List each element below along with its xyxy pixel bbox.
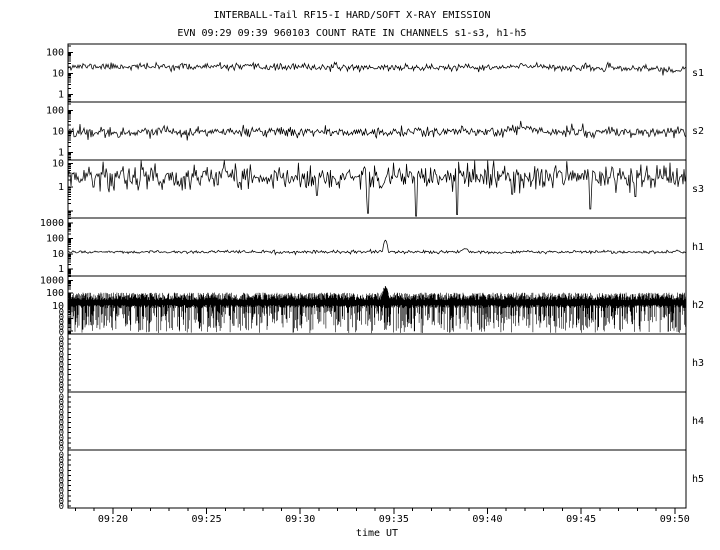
y-tick-zero: 0 bbox=[59, 323, 64, 333]
y-tick-zero: 0 bbox=[59, 482, 64, 492]
y-tick-zero: 0 bbox=[59, 350, 64, 360]
y-tick-label: 1 bbox=[58, 264, 64, 275]
y-tick-label: 1000 bbox=[40, 218, 64, 229]
y-tick-zero: 0 bbox=[59, 313, 64, 323]
y-tick-zero: 0 bbox=[59, 366, 64, 376]
y-tick-zero: 0 bbox=[59, 371, 64, 381]
y-tick-zero: 0 bbox=[59, 308, 64, 318]
y-tick-zero: 0 bbox=[59, 335, 64, 345]
panel-s2: 100 10 1 s2 bbox=[46, 101, 704, 161]
y-tick-zero: 0 bbox=[59, 444, 64, 454]
y-tick-label: 1 bbox=[58, 148, 64, 159]
y-tick-zero: 0 bbox=[59, 487, 64, 497]
trace-h1 bbox=[67, 239, 687, 256]
x-axis: 09:20 09:25 09:30 09:35 09:40 09:45 09:50 bbox=[74, 508, 690, 525]
x-tick-label: 09:35 bbox=[379, 514, 409, 525]
y-tick-label: 10 bbox=[52, 158, 64, 169]
y-tick-zero: 0 bbox=[59, 439, 64, 449]
panel-s1: 100 10 1 s1 bbox=[46, 43, 704, 103]
y-tick-zero: 0 bbox=[59, 361, 64, 371]
y-tick-zero: 0 bbox=[59, 471, 64, 481]
panel-s3: 10 1 s3 bbox=[52, 158, 704, 219]
y-tick-label: 10 bbox=[52, 301, 64, 312]
trace-s1 bbox=[67, 61, 687, 76]
y-tick-zero: 0 bbox=[59, 381, 64, 391]
x-tick-label: 09:45 bbox=[566, 514, 596, 525]
trace-s2 bbox=[67, 120, 687, 141]
panel-label-s1: s1 bbox=[692, 68, 704, 79]
chart-subtitle: EVN 09:29 09:39 960103 COUNT RATE IN CHA… bbox=[177, 28, 526, 39]
x-tick-label: 09:20 bbox=[98, 514, 128, 525]
y-tick-zero: 0 bbox=[59, 451, 64, 461]
y-tick-zero: 0 bbox=[59, 492, 64, 502]
y-tick-label: 1 bbox=[58, 182, 64, 193]
y-tick-zero: 0 bbox=[59, 413, 64, 423]
y-tick-label: 10 bbox=[52, 249, 64, 260]
y-tick-zero: 0 bbox=[59, 340, 64, 350]
panel-label-s2: s2 bbox=[692, 126, 704, 137]
y-tick-label: 100 bbox=[46, 105, 64, 116]
y-tick-zero: 0 bbox=[59, 502, 64, 512]
y-tick-zero: 0 bbox=[59, 429, 64, 439]
y-tick-zero: 0 bbox=[59, 408, 64, 418]
trace-h2 bbox=[67, 286, 687, 334]
y-tick-zero: 0 bbox=[59, 398, 64, 408]
y-tick-zero: 0 bbox=[59, 419, 64, 429]
chart-title: INTERBALL-Tail RF15-I HARD/SOFT X-RAY EM… bbox=[214, 10, 491, 21]
y-tick-label: 10 bbox=[52, 127, 64, 138]
y-tick-zero: 0 bbox=[59, 355, 64, 365]
y-tick-label: 10 bbox=[52, 69, 64, 80]
y-tick-label: 1000 bbox=[40, 275, 64, 286]
y-tick-zero: 0 bbox=[59, 477, 64, 487]
y-tick-zero: 0 bbox=[59, 376, 64, 386]
panel-label-h1: h1 bbox=[692, 242, 704, 253]
y-tick-zero: 0 bbox=[59, 403, 64, 413]
y-tick-zero: 0 bbox=[59, 456, 64, 466]
x-axis-title: time UT bbox=[356, 528, 398, 539]
panel-label-s3: s3 bbox=[692, 184, 704, 195]
y-tick-zero: 0 bbox=[59, 345, 64, 355]
y-tick-zero: 0 bbox=[59, 497, 64, 507]
y-tick-label: 100 bbox=[46, 47, 64, 58]
y-tick-zero: 0 bbox=[59, 328, 64, 338]
y-tick-zero: 0 bbox=[59, 386, 64, 396]
x-tick-label: 09:25 bbox=[192, 514, 222, 525]
y-tick-zero: 0 bbox=[59, 461, 64, 471]
y-tick-zero: 0 bbox=[59, 424, 64, 434]
panel-label-h3: h3 bbox=[692, 358, 704, 369]
y-tick-zero: 0 bbox=[59, 466, 64, 476]
trace-s3 bbox=[67, 160, 687, 217]
panel-label-h5: h5 bbox=[692, 474, 704, 485]
x-tick-label: 09:50 bbox=[660, 514, 690, 525]
y-tick-zero: 0 bbox=[59, 393, 64, 403]
y-tick-label: 100 bbox=[46, 288, 64, 299]
y-tick-zero: 0 bbox=[59, 434, 64, 444]
panel-label-h4: h4 bbox=[692, 416, 704, 427]
y-tick-label: 1 bbox=[58, 90, 64, 101]
panel-label-h2: h2 bbox=[692, 300, 704, 311]
y-tick-zero: 0 bbox=[59, 318, 64, 328]
x-tick-label: 09:30 bbox=[285, 514, 315, 525]
y-tick-label: 100 bbox=[46, 233, 64, 244]
x-tick-label: 09:40 bbox=[472, 514, 502, 525]
panel-h1: 1000 100 10 1 h1 bbox=[40, 217, 704, 277]
